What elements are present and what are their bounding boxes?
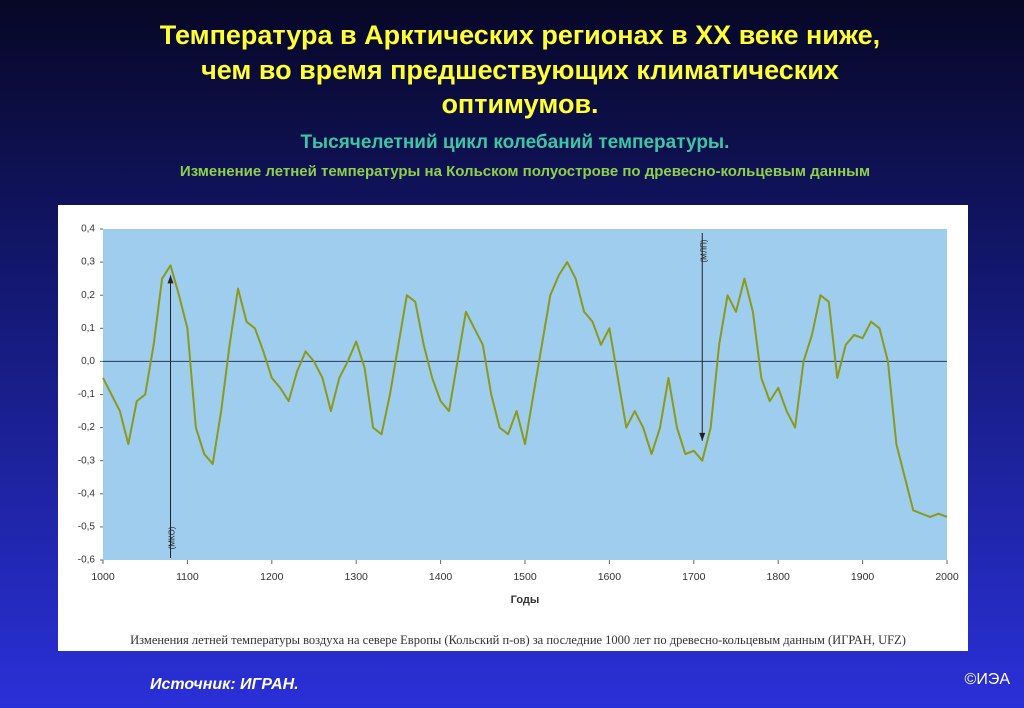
source: Источник: ИГРАН. xyxy=(150,676,299,693)
x-tick-label: 1700 xyxy=(682,571,706,583)
title-line: Температура в Арктических регионах в XX … xyxy=(160,20,880,50)
x-axis-label: Годы xyxy=(511,594,540,606)
y-tick-label: -0,2 xyxy=(78,422,96,433)
x-tick-label: 1400 xyxy=(429,571,453,583)
arrow-head xyxy=(699,432,706,441)
x-tick-label: 2000 xyxy=(935,571,959,583)
x-tick-label: 1200 xyxy=(260,571,284,583)
x-tick-label: 1000 xyxy=(91,571,115,583)
y-tick-label: -0,1 xyxy=(78,389,96,400)
y-tick-label: -0,3 xyxy=(78,455,96,466)
data-line xyxy=(102,261,948,518)
annotation-label: (МКО) xyxy=(168,526,177,549)
annotation-label: (МЛП) xyxy=(699,239,708,262)
subtitle2: Изменение летней температуры на Кольском… xyxy=(180,163,870,180)
y-tick-label: 0,2 xyxy=(81,290,95,301)
title-line: оптимумов. xyxy=(441,89,598,119)
x-tick-label: 1600 xyxy=(598,571,622,583)
title-line: чем во время предшествующих климатически… xyxy=(201,55,839,85)
copyright: ©ИЭА xyxy=(965,671,1011,688)
y-tick-label: -0,5 xyxy=(78,522,96,533)
subtitle: Тысячелетний цикл колебаний температуры. xyxy=(301,132,730,153)
y-tick-label: 0,1 xyxy=(81,323,95,334)
x-tick-label: 1300 xyxy=(345,571,369,583)
y-tick-label: 0,4 xyxy=(81,224,95,235)
x-tick-label: 1500 xyxy=(513,571,537,583)
y-tick-label: -0,4 xyxy=(78,488,96,499)
y-tick-label: -0,6 xyxy=(78,555,96,566)
plot-area xyxy=(103,229,947,560)
arrow-head xyxy=(167,275,174,284)
x-tick-label: 1800 xyxy=(767,571,791,583)
caption: Изменения летней температуры воздуха на … xyxy=(130,633,906,647)
x-tick-label: 1100 xyxy=(176,571,199,583)
y-tick-label: 0,3 xyxy=(81,257,95,268)
x-tick-label: 1900 xyxy=(851,571,875,583)
y-tick-label: 0,0 xyxy=(81,356,95,367)
